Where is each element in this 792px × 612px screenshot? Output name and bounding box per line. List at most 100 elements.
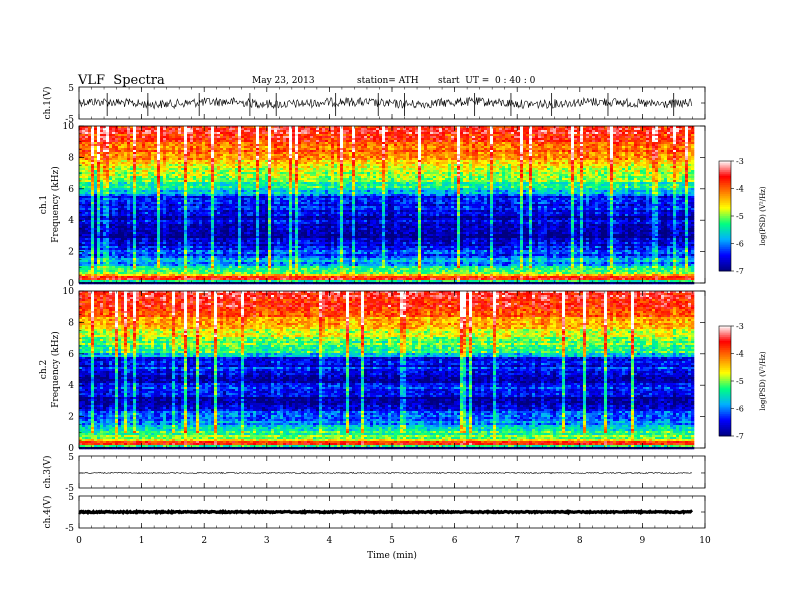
spectrogram-cell: [580, 130, 584, 133]
spectrogram-cell: [184, 146, 188, 149]
spectrogram-cell: [568, 158, 572, 161]
spectrogram-cell: [595, 144, 599, 147]
spectrogram-cell: [607, 158, 611, 161]
spectrogram-cell: [388, 168, 392, 171]
spectrogram-cell: [259, 144, 263, 147]
spectrogram-cell: [475, 146, 479, 149]
spectrogram-cell: [331, 140, 335, 143]
spectrogram-cell: [184, 144, 188, 147]
spectrogram-cell: [454, 126, 458, 129]
spectrogram-cell: [190, 162, 194, 165]
spectrogram-cell: [166, 132, 170, 135]
spectrogram-cell: [511, 156, 515, 159]
spectrogram-cell: [676, 140, 680, 143]
spectrogram-cell: [472, 152, 476, 155]
spectrogram-cell: [562, 156, 566, 159]
spectrogram-cell: [433, 166, 437, 169]
spectrogram-cell: [574, 128, 578, 131]
spectrogram-cell: [496, 168, 500, 171]
spectrogram-cell: [259, 170, 263, 173]
spectrogram-cell: [259, 164, 263, 167]
spectrogram-cell: [523, 128, 527, 131]
spectrogram-cell: [565, 162, 569, 165]
spectrogram-cell: [373, 160, 377, 163]
spectrogram-cell: [550, 134, 554, 137]
spectrogram-cell: [622, 156, 626, 159]
spectrogram-cell: [691, 158, 695, 161]
spectrogram-cell: [256, 164, 260, 167]
spectrogram-cell: [481, 152, 485, 155]
spectrogram-cell: [247, 152, 251, 155]
spectrogram-cell: [436, 162, 440, 165]
spectrogram-cell: [151, 160, 155, 163]
spectrogram-cell: [277, 128, 281, 131]
spectrogram-cell: [88, 130, 92, 133]
spectrogram-cell: [505, 152, 509, 155]
spectrogram-cell: [538, 166, 542, 169]
spectrogram-cell: [412, 126, 416, 129]
spectrogram-cell: [334, 140, 338, 143]
spectrogram-cell: [79, 132, 83, 135]
spectrogram-cell: [424, 156, 428, 159]
spectrogram-cell: [334, 152, 338, 155]
spectrogram-cell: [262, 142, 266, 145]
spectrogram-cell: [133, 162, 137, 165]
spectrogram-cell: [691, 160, 695, 163]
spectrogram-cell: [217, 136, 221, 139]
spectrogram-cell: [430, 146, 434, 149]
spectrogram-cell: [442, 160, 446, 163]
spectrogram-cell: [352, 138, 356, 141]
spectrogram-cell: [253, 170, 257, 173]
spectrogram-cell: [130, 168, 134, 171]
spectrogram-cell: [376, 134, 380, 137]
spectrogram-cell: [253, 134, 257, 137]
spectrogram-cell: [79, 152, 83, 155]
spectrogram-cell: [106, 164, 110, 167]
spectrogram-cell: [445, 160, 449, 163]
spectrogram-cell: [559, 142, 563, 145]
spectrogram-cell: [646, 128, 650, 131]
spectrogram-cell: [496, 170, 500, 173]
spectrogram-cell: [418, 168, 422, 171]
spectrogram-cell: [550, 144, 554, 147]
spectrogram-cell: [301, 130, 305, 133]
spectrogram-cell: [133, 154, 137, 157]
spectrogram-cell: [274, 138, 278, 141]
spectrogram-cell: [121, 152, 125, 155]
spectrogram-cell: [97, 142, 101, 145]
spectrogram-cell: [616, 170, 620, 173]
spectrogram-cell: [514, 126, 518, 129]
spectrogram-cell: [289, 130, 293, 133]
spectrogram-cell: [472, 166, 476, 169]
spectrogram-cell: [148, 150, 152, 153]
spectrogram-cell: [682, 154, 686, 157]
spectrogram-cell: [199, 160, 203, 163]
spectrogram-cell: [166, 172, 170, 175]
spectrogram-cell: [274, 152, 278, 155]
spectrogram-cell: [604, 158, 608, 161]
spectrogram-cell: [478, 132, 482, 135]
spectrogram-cell: [571, 156, 575, 159]
spectrogram-cell: [649, 140, 653, 143]
spectrogram-cell: [547, 146, 551, 149]
spectrogram-cell: [499, 128, 503, 131]
spectrogram-cell: [202, 128, 206, 131]
spectrogram-cell: [634, 134, 638, 137]
y-axis-label: ch.1(V): [42, 87, 53, 120]
spectrogram-cell: [175, 158, 179, 161]
spectrogram-cell: [358, 140, 362, 143]
spectrogram-cell: [115, 146, 119, 149]
spectrogram-cell: [574, 138, 578, 141]
spectrogram-cell: [82, 166, 86, 169]
spectrogram-cell: [313, 146, 317, 149]
spectrogram-cell: [136, 162, 140, 165]
spectrogram-cell: [238, 148, 242, 151]
spectrogram-cell: [502, 164, 506, 167]
spectrogram-cell: [340, 158, 344, 161]
spectrogram-cell: [283, 152, 287, 155]
spectrogram-cell: [565, 164, 569, 167]
spectrogram-cell: [457, 152, 461, 155]
spectrogram-cell: [463, 158, 467, 161]
spectrogram-cell: [430, 152, 434, 155]
spectrogram-cell: [448, 166, 452, 169]
